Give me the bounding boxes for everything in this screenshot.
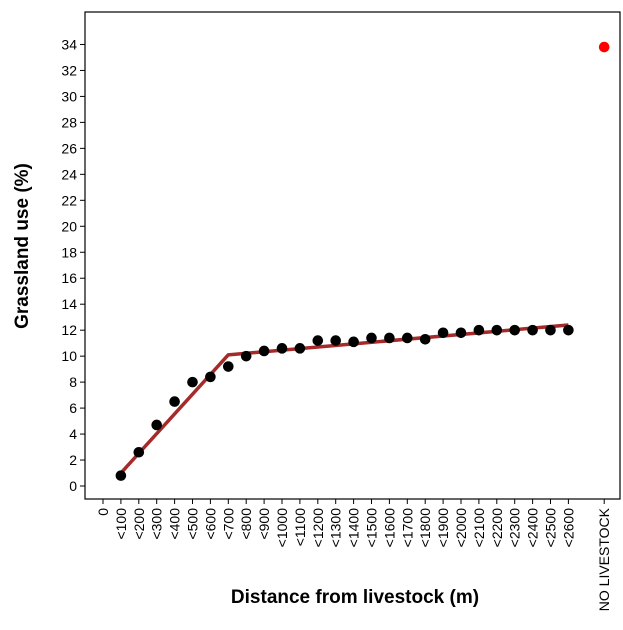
y-tick-label: 30 xyxy=(61,88,77,104)
data-point xyxy=(205,371,216,383)
y-tick-label: 26 xyxy=(61,140,77,156)
x-tick-label: <2000 xyxy=(453,508,469,548)
y-tick-label: 0 xyxy=(69,478,77,494)
x-tick-label: <1700 xyxy=(399,508,415,548)
data-point xyxy=(169,396,180,407)
y-tick-label: 6 xyxy=(69,400,77,416)
x-tick-label: <2100 xyxy=(471,508,487,548)
data-point xyxy=(437,327,449,339)
y-tick-label: 18 xyxy=(61,244,77,260)
y-tick-label: 2 xyxy=(69,452,77,468)
fit-line xyxy=(119,323,569,475)
x-tick-label: <1300 xyxy=(328,508,344,548)
data-point xyxy=(240,350,252,362)
data-point xyxy=(402,332,413,344)
data-point xyxy=(491,324,503,336)
x-tick-label: <1000 xyxy=(274,508,290,548)
data-points xyxy=(115,41,610,481)
x-tick-label: <1800 xyxy=(417,508,433,548)
x-tick-label: <2300 xyxy=(507,508,523,548)
data-point xyxy=(545,324,556,336)
plot-frame xyxy=(84,11,621,500)
y-tick-label: 28 xyxy=(61,114,77,130)
data-point xyxy=(509,324,520,336)
x-tick-label: <100 xyxy=(113,508,129,540)
y-axis-title: Grassland use (%) xyxy=(12,163,33,329)
data-point xyxy=(133,446,145,458)
x-tick-label: <2600 xyxy=(560,508,576,548)
data-point xyxy=(473,324,485,336)
y-tick-label: 34 xyxy=(61,36,77,52)
data-point xyxy=(115,470,127,481)
data-point xyxy=(563,324,574,336)
x-tick-label: <1900 xyxy=(435,508,451,548)
y-tick-label: 20 xyxy=(61,218,77,234)
x-tick-label: <1100 xyxy=(292,508,308,546)
data-point xyxy=(294,343,306,354)
x-tick-label: <500 xyxy=(185,508,201,540)
x-tick-label: <1500 xyxy=(364,508,380,548)
x-axis: 0 <100 <200 <300 <400 <500 <600 <700 <800 <900 <10… xyxy=(95,499,612,611)
x-tick-label: <400 xyxy=(167,508,183,540)
x-tick-label: <2500 xyxy=(543,508,559,548)
x-tick-label: <600 xyxy=(202,508,218,540)
data-point xyxy=(258,345,270,357)
y-tick-label: 10 xyxy=(61,348,77,364)
data-point xyxy=(187,376,198,388)
data-point xyxy=(455,327,467,339)
x-axis-title: Distance from livestock (m) xyxy=(231,587,479,608)
y-tick-label: 14 xyxy=(61,296,77,312)
x-tick-label: <700 xyxy=(220,508,236,540)
x-tick-label: <1600 xyxy=(381,508,397,548)
y-tick-label: 12 xyxy=(61,322,77,338)
x-tick-label: <1400 xyxy=(346,508,362,548)
x-tick-label: <300 xyxy=(149,508,165,540)
no-livestock-point xyxy=(598,41,610,53)
y-tick-label: 16 xyxy=(61,270,77,286)
y-tick-label: 4 xyxy=(69,426,77,442)
data-point xyxy=(419,333,431,345)
data-point xyxy=(366,332,377,344)
x-tick-label: <800 xyxy=(238,508,254,540)
y-tick-label: 24 xyxy=(61,166,77,182)
data-point xyxy=(348,336,359,348)
x-tick-label: <2200 xyxy=(489,508,505,548)
x-tick-label: <2400 xyxy=(525,508,541,548)
data-point xyxy=(527,324,538,336)
x-tick-label: <200 xyxy=(131,508,147,540)
data-point xyxy=(384,332,395,344)
x-tick-label: 0 xyxy=(95,508,111,516)
x-tick-label: <1200 xyxy=(310,508,326,548)
fit-line-group xyxy=(119,323,569,475)
data-point xyxy=(151,419,162,431)
data-point xyxy=(330,335,342,346)
y-tick-label: 22 xyxy=(61,192,77,208)
data-point xyxy=(223,361,234,372)
y-tick-label: 32 xyxy=(61,62,77,78)
data-point xyxy=(312,335,324,346)
x-tick-label: <900 xyxy=(256,508,272,540)
data-point xyxy=(276,343,288,354)
x-tick-label: NO LIVESTOCK xyxy=(596,507,612,611)
y-tick-label: 8 xyxy=(69,374,77,390)
